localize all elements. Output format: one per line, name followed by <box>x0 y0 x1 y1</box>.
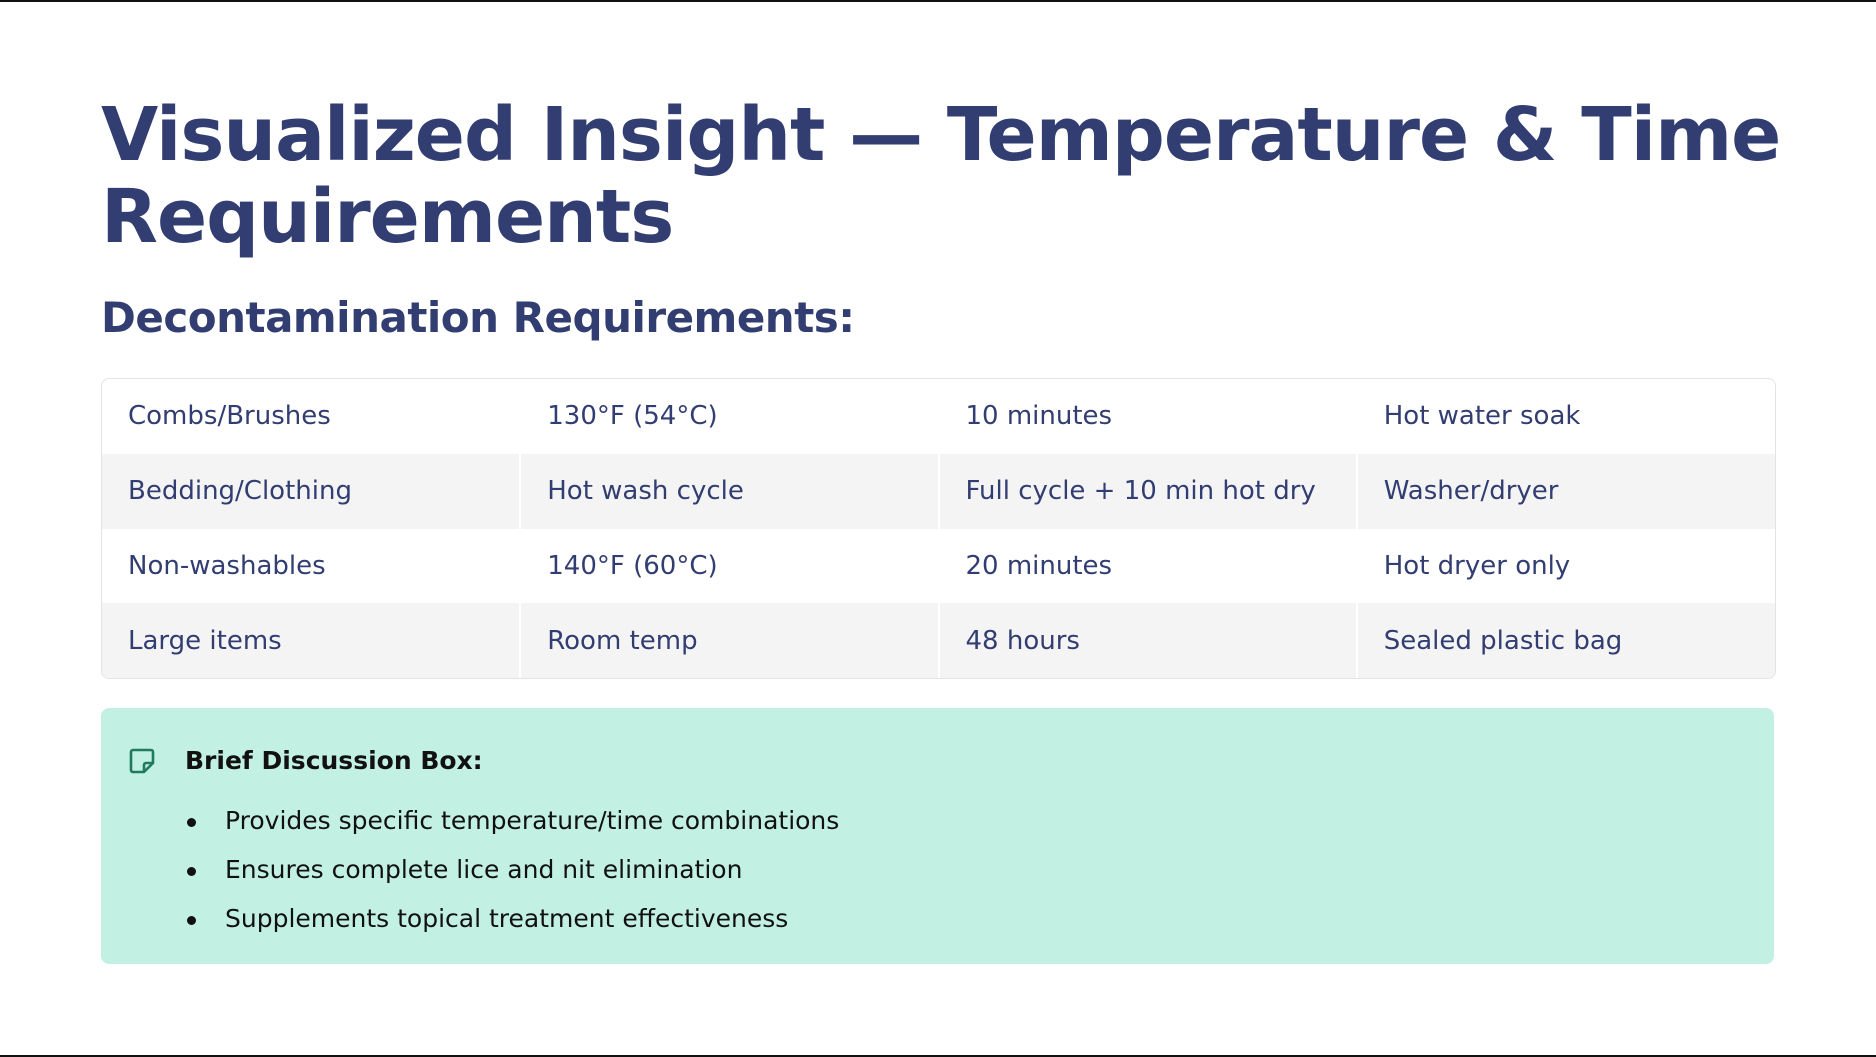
table-cell: 48 hours <box>937 603 1357 678</box>
discussion-box: Brief Discussion Box: Provides specific … <box>101 708 1774 964</box>
table-cell: 20 minutes <box>937 528 1357 604</box>
table-row: Non-washables 140°F (60°C) 20 minutes Ho… <box>102 528 1775 604</box>
table-cell: 140°F (60°C) <box>519 528 939 604</box>
table-cell: Large items <box>102 603 521 678</box>
list-item: Supplements topical treatment effectiven… <box>186 902 839 936</box>
section-subtitle: Decontamination Requirements: <box>101 293 855 342</box>
table-cell: 130°F (54°C) <box>519 379 939 454</box>
table-cell: Non-washables <box>128 550 326 581</box>
table-cell: Room temp <box>519 603 939 678</box>
slide-title: Visualized Insight — Temperature & Time … <box>101 92 1781 260</box>
list-item: Ensures complete lice and nit eliminatio… <box>186 853 839 887</box>
table-cell: Full cycle + 10 min hot dry <box>937 453 1357 529</box>
table-cell: Washer/dryer <box>1355 453 1775 529</box>
table-cell: Sealed plastic bag <box>1355 603 1775 678</box>
discussion-bullets: Provides specific temperature/time combi… <box>185 804 839 951</box>
table-row: Bedding/Clothing Hot wash cycle Full cyc… <box>102 453 1775 529</box>
table-row: Large items Room temp 48 hours Sealed pl… <box>102 603 1775 678</box>
table-cell: Hot water soak <box>1355 379 1775 454</box>
table-cell: Hot wash cycle <box>519 453 939 529</box>
table-row: Combs/Brushes 130°F (54°C) 10 minutes Ho… <box>102 379 1775 454</box>
list-item: Provides specific temperature/time combi… <box>186 804 839 838</box>
table-cell: Bedding/Clothing <box>102 453 521 529</box>
table-cell: Hot dryer only <box>1355 528 1775 604</box>
table-cell: Combs/Brushes <box>128 401 331 432</box>
sticky-note-icon <box>129 748 155 774</box>
discussion-box-title: Brief Discussion Box: <box>185 746 483 775</box>
table-cell: 10 minutes <box>937 379 1357 454</box>
requirements-table: Combs/Brushes 130°F (54°C) 10 minutes Ho… <box>101 378 1776 679</box>
